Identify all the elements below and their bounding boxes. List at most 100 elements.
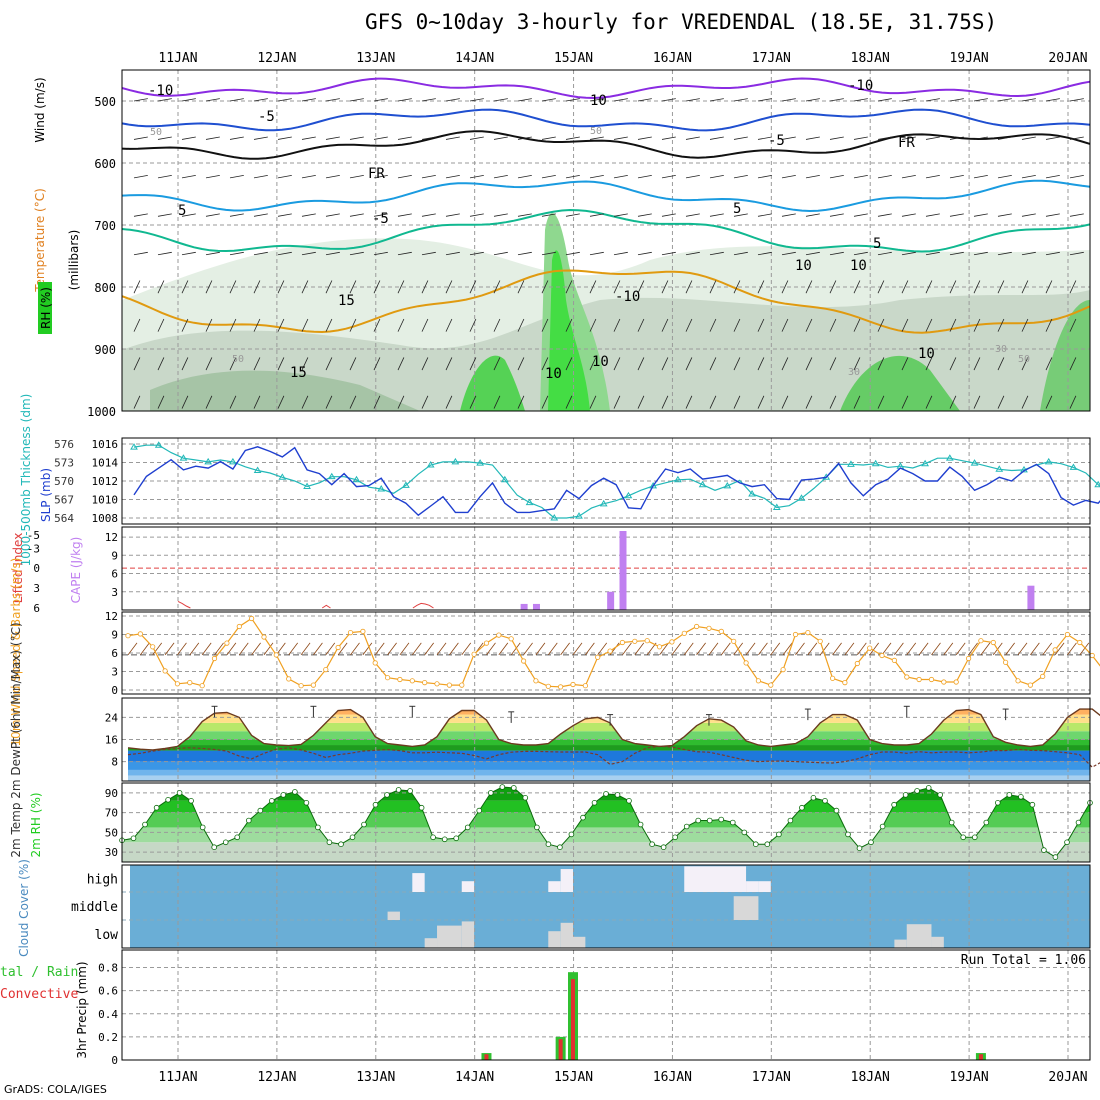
upper-air-panel xyxy=(121,69,1091,412)
surface-wind-barb xyxy=(1079,642,1090,656)
wind-barb xyxy=(565,175,580,179)
wind-speed-marker xyxy=(904,674,910,680)
wind-barb xyxy=(901,280,909,294)
surface-wind-barb xyxy=(288,642,299,656)
surface-wind-barb xyxy=(968,642,978,656)
wind-barb xyxy=(1021,395,1029,409)
wind10m-axis-title: 10m Wind Speed & Barbs (m/s) xyxy=(9,558,23,747)
wind-barb xyxy=(205,213,220,217)
surface-wind-barb xyxy=(782,642,793,656)
thickness-marker xyxy=(278,473,287,480)
wind-barb xyxy=(445,213,460,217)
wind-speed-marker xyxy=(1077,639,1083,646)
rh-marker xyxy=(453,835,460,842)
wind-speed-marker xyxy=(137,631,143,637)
wind-barb xyxy=(325,357,333,371)
wind-barb xyxy=(181,280,189,294)
surface-wind-barb xyxy=(572,642,583,656)
date-label-top: 15JAN xyxy=(554,51,593,66)
wind-barb xyxy=(253,395,261,409)
wind-barb xyxy=(925,213,940,217)
wind-barb xyxy=(853,136,868,140)
thickness-tick-label: 570 xyxy=(54,475,74,488)
wind-barb xyxy=(421,251,436,256)
wind-barb xyxy=(709,395,717,409)
wind-barb xyxy=(397,318,405,332)
surface-wind-barb xyxy=(955,642,966,656)
rh-marker xyxy=(165,796,171,803)
rh-marker xyxy=(487,790,494,796)
thickness-marker xyxy=(327,472,336,480)
cloud-cell xyxy=(684,866,747,892)
wind-barb xyxy=(757,175,772,179)
wind-barb xyxy=(253,98,268,102)
wind-barb xyxy=(925,175,940,179)
rh-marker xyxy=(983,819,990,826)
contour-label: -5 xyxy=(372,211,389,227)
wind-barb xyxy=(709,251,724,256)
thickness-marker xyxy=(599,499,608,507)
rh-marker xyxy=(591,799,598,806)
precip-convective-bar xyxy=(484,1054,489,1060)
rh-marker xyxy=(372,801,379,808)
wind-barb xyxy=(661,175,676,179)
contour-label: 15 xyxy=(338,293,355,309)
wind-barb xyxy=(1069,251,1084,256)
wind-barb xyxy=(1069,136,1084,140)
wind-speed-marker xyxy=(842,679,848,686)
temp-line xyxy=(127,708,1100,751)
wind-barb xyxy=(349,175,364,179)
cape-tick-label: 12 xyxy=(105,531,118,544)
wind-barb xyxy=(637,213,652,217)
rh-marker xyxy=(153,804,160,811)
wind-barb xyxy=(637,280,645,294)
temp-fill-band xyxy=(128,745,1090,751)
chart-title: GFS 0~10day 3-hourly for VREDENDAL (18.5… xyxy=(365,10,998,34)
wind-speed-marker xyxy=(249,615,255,622)
wind-tick-label: 9 xyxy=(111,629,118,642)
slp-tick-label: 1016 xyxy=(92,438,119,451)
thickness-line xyxy=(133,444,1100,519)
wind-barb xyxy=(373,213,388,217)
wind-barb xyxy=(829,280,837,294)
rh-marker xyxy=(407,788,413,794)
pressure-tick-label: 800 xyxy=(94,281,116,295)
wind-barb xyxy=(661,280,669,294)
wind-barb xyxy=(373,357,381,371)
wind-barb xyxy=(325,318,333,332)
pressure-tick-label: 1000 xyxy=(87,405,116,419)
surface-wind-barb xyxy=(1017,642,1028,656)
wind-barb xyxy=(997,357,1005,371)
wind-barb xyxy=(205,318,213,332)
surface-wind-barb xyxy=(1030,642,1040,656)
wind-speed-marker xyxy=(805,629,811,636)
wind-barb xyxy=(157,280,165,294)
wind-barb xyxy=(973,136,988,140)
wind-barb xyxy=(493,280,501,294)
wind-barb xyxy=(397,280,405,294)
rh-marker xyxy=(937,792,943,798)
date-label-bottom: 14JAN xyxy=(455,1070,494,1085)
wind-barb xyxy=(781,251,796,256)
surface-wind-barb xyxy=(251,642,261,656)
rh-marker xyxy=(718,816,724,823)
thickness-marker xyxy=(303,482,311,490)
contour-label: 10 xyxy=(850,258,867,274)
rh-shade-zone xyxy=(460,355,525,411)
wind-barb xyxy=(877,251,892,256)
contour-label: -10 xyxy=(615,289,640,305)
wind-barb xyxy=(445,280,453,294)
wind-barb xyxy=(589,357,597,371)
cape-bar xyxy=(619,531,627,610)
rh-marker xyxy=(729,819,736,826)
cloud-panel xyxy=(121,864,1091,949)
rh-shade-zone xyxy=(150,370,420,411)
li-trace xyxy=(177,600,191,609)
wind-barb xyxy=(1021,175,1036,179)
wind-barb xyxy=(469,98,484,102)
rh-marker xyxy=(868,839,874,846)
wind-barb xyxy=(541,98,556,102)
cloud-level-label: high xyxy=(87,873,118,888)
wind-speed-marker xyxy=(1089,652,1095,659)
